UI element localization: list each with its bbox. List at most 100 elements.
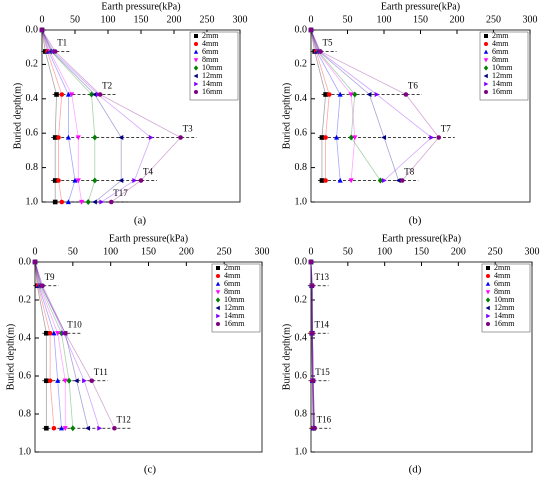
marker — [118, 177, 124, 184]
marker — [118, 134, 124, 141]
legend-label: 6mm — [494, 279, 511, 288]
point-label: T4 — [143, 167, 153, 177]
marker — [485, 281, 491, 286]
marker — [47, 378, 53, 384]
y-tick-label: 0.8 — [26, 162, 39, 173]
marker — [112, 425, 117, 431]
marker — [308, 27, 314, 33]
legend-box — [189, 31, 239, 101]
marker — [194, 34, 198, 38]
legend-label: 6mm — [492, 47, 509, 56]
x-tick-label: 150 — [141, 246, 156, 257]
legend-label: 10mm — [202, 63, 223, 72]
x-tick-label: 50 — [70, 14, 80, 25]
marker — [216, 274, 220, 278]
x-tick-label: 250 — [200, 14, 215, 25]
marker — [51, 330, 57, 336]
point-label: T2 — [102, 81, 112, 91]
legend-label: 4mm — [202, 39, 219, 48]
series-line — [310, 29, 440, 181]
marker — [97, 92, 103, 97]
y-tick-label: 0.8 — [295, 162, 308, 173]
marker — [109, 199, 114, 205]
marker — [323, 135, 328, 140]
point-label: T13 — [314, 272, 329, 282]
marker — [59, 199, 65, 205]
marker — [374, 91, 380, 98]
y-tick-label: 1.0 — [295, 196, 308, 207]
point-label: T1 — [57, 38, 67, 48]
marker — [44, 330, 49, 336]
marker — [138, 178, 144, 183]
legend-label: 2mm — [494, 263, 511, 272]
marker — [92, 134, 98, 141]
legend-label: 8mm — [492, 55, 509, 64]
legend-label: 8mm — [224, 287, 241, 296]
marker — [55, 331, 61, 337]
x-tick-label: 300 — [233, 14, 248, 25]
marker — [65, 199, 71, 205]
x-tick-label: 0 — [309, 14, 314, 25]
marker — [193, 49, 199, 54]
marker — [483, 58, 489, 63]
marker — [52, 135, 58, 140]
series-line — [41, 29, 63, 203]
marker — [44, 425, 49, 431]
marker — [65, 134, 71, 140]
y-tick-label: 0.8 — [295, 408, 308, 419]
marker — [318, 49, 323, 54]
marker — [395, 177, 401, 184]
marker — [319, 178, 325, 183]
marker — [39, 27, 45, 33]
marker — [216, 313, 221, 319]
marker — [58, 330, 65, 337]
marker — [484, 90, 488, 94]
marker — [75, 135, 81, 141]
legend-label: 16mm — [494, 319, 515, 328]
x-axis-title: Earth pressure(kPa) — [109, 233, 188, 244]
marker — [73, 378, 79, 384]
marker — [216, 266, 220, 270]
y-tick-label: 0.4 — [26, 93, 39, 104]
marker — [89, 378, 95, 384]
y-tick-label: 0.6 — [295, 127, 308, 138]
y-tick-label: 0.6 — [295, 370, 308, 381]
x-tick-label: 0 — [33, 246, 38, 257]
y-tick-label: 0.0 — [26, 24, 39, 35]
point-label: T12 — [116, 414, 131, 424]
series-line — [41, 29, 152, 203]
marker — [52, 49, 58, 54]
point-label: T16 — [317, 414, 332, 424]
marker — [52, 199, 58, 205]
marker — [44, 378, 49, 384]
marker — [148, 134, 154, 141]
legend-label: 14mm — [224, 311, 245, 320]
marker — [310, 378, 316, 384]
y-tick-label: 0.2 — [26, 59, 39, 70]
legend-box — [479, 31, 529, 101]
marker — [62, 330, 68, 336]
legend-label: 16mm — [492, 87, 513, 96]
marker — [377, 177, 383, 184]
x-tick-label: 200 — [167, 14, 182, 25]
marker — [56, 135, 61, 140]
legend-label: 14mm — [492, 79, 513, 88]
marker — [308, 259, 314, 265]
series-line — [310, 29, 399, 181]
x-tick-label: 250 — [217, 246, 232, 257]
marker — [75, 178, 81, 184]
x-tick-label: 150 — [134, 14, 149, 25]
marker — [323, 92, 328, 97]
marker — [216, 322, 220, 326]
legend-label: 4mm — [492, 39, 509, 48]
marker — [51, 425, 57, 431]
marker — [348, 178, 354, 184]
x-axis-title: Earth pressure(kPa) — [381, 1, 460, 12]
legend-label: 10mm — [224, 295, 245, 304]
y-tick-label: 0.2 — [295, 294, 308, 305]
marker — [82, 378, 87, 384]
marker — [319, 135, 325, 140]
y-axis-title: Buried depth(m) — [12, 83, 23, 149]
marker — [72, 177, 78, 183]
marker — [310, 330, 315, 336]
